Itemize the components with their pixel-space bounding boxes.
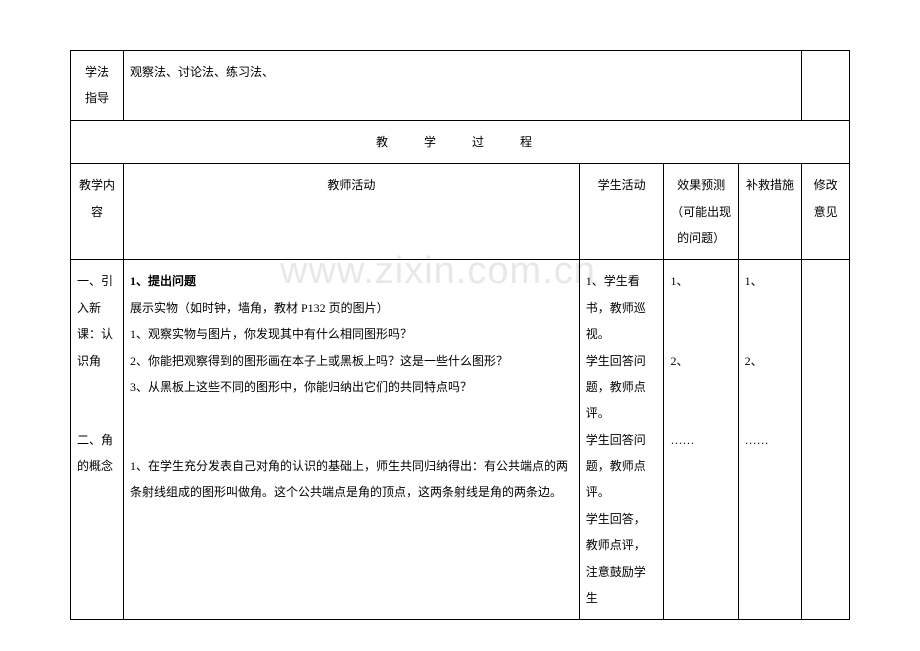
header-teacher-activity: 教师活动 (123, 164, 579, 260)
header-content: 教学内容 (71, 164, 124, 260)
header-effect: 效果预测（可能出现的问题） (664, 164, 738, 260)
header-measure: 补救措施 (738, 164, 802, 260)
column-headers-row: 教学内容 教师活动 学生活动 效果预测（可能出现的问题） 补救措施 修改意见 (71, 164, 850, 260)
method-content: 观察法、讨论法、练习法、 (123, 51, 801, 121)
lesson-plan-table: 学法指导 观察法、讨论法、练习法、 教 学 过 程 教学内容 教师活动 学生活动… (70, 50, 850, 620)
content-cell-modify (802, 260, 850, 620)
teacher-line-6: 1、在学生充分发表自己对角的认识的基础上，师生共同归纳得出：有公共端点的两条射线… (130, 459, 568, 499)
header-student-activity: 学生活动 (579, 164, 664, 260)
content-cell-teacher: 1、提出问题 展示实物（如时钟，墙角，教材 P132 页的图片） 1、观察实物与… (123, 260, 579, 620)
content-cell-measure: 1、2、…… (738, 260, 802, 620)
lesson-plan-table-wrap: 学法指导 观察法、讨论法、练习法、 教 学 过 程 教学内容 教师活动 学生活动… (70, 50, 850, 620)
content-cell-student: 1、学生看书，教师巡视。学生回答问题，教师点评。学生回答问题，教师点评。学生回答… (579, 260, 664, 620)
content-row: 一、引入新课：认识角二、角的概念 1、提出问题 展示实物（如时钟，墙角，教材 P… (71, 260, 850, 620)
teacher-line-1: 1、观察实物与图片，你发现其中有什么相同图形吗？ (130, 327, 412, 341)
method-label: 学法指导 (71, 51, 124, 121)
content-cell-effect: 1、2、…… (664, 260, 738, 620)
method-modify-cell (802, 51, 850, 121)
teacher-line-3: 3、从黑板上这些不同的图形中，你能归纳出它们的共同特点吗？ (130, 380, 472, 394)
process-header: 教 学 过 程 (71, 120, 850, 163)
teacher-line-0: 展示实物（如时钟，墙角，教材 P132 页的图片） (130, 301, 389, 315)
teacher-heading: 1、提出问题 (130, 274, 196, 288)
content-cell-topic: 一、引入新课：认识角二、角的概念 (71, 260, 124, 620)
process-header-row: 教 学 过 程 (71, 120, 850, 163)
method-row: 学法指导 观察法、讨论法、练习法、 (71, 51, 850, 121)
teacher-line-2: 2、你能把观察得到的图形画在本子上或黑板上吗？这是一些什么图形？ (130, 354, 508, 368)
header-modify: 修改意见 (802, 164, 850, 260)
